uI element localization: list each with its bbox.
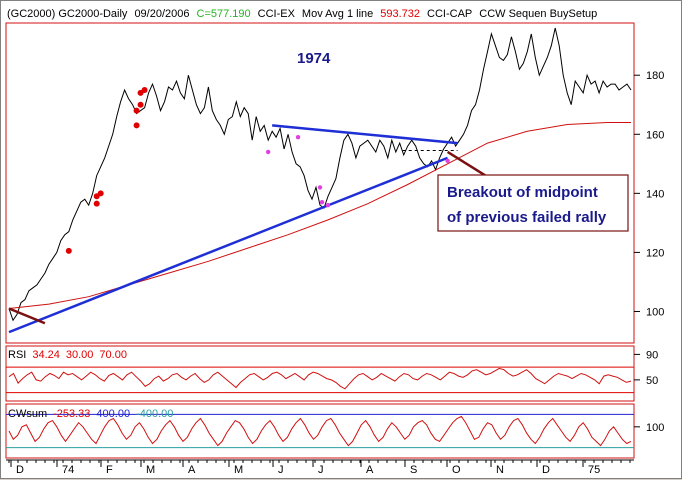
buy-setup-dot <box>97 190 104 197</box>
header-item: C=577.190 <box>197 8 251 20</box>
panel-readout: -253.33 <box>53 408 90 420</box>
buy-setup-dot <box>133 122 140 129</box>
panel-readout: 70.00 <box>99 349 127 361</box>
cwsum-label: CWsum -253.33 400.00 -400.00 <box>8 408 173 420</box>
header-item: CCI-CAP <box>427 8 472 20</box>
signal-dot <box>445 158 450 164</box>
x-tick-label: 75 <box>588 464 600 476</box>
price-y-axis: 100 120 140 160 180 <box>634 70 664 318</box>
signal-dot <box>317 185 323 190</box>
trendline <box>8 156 449 334</box>
indicator-line <box>8 415 632 447</box>
header-item: 09/20/2006 <box>134 8 189 20</box>
rsi-y-axis: 50 90 <box>634 349 658 387</box>
header-item: CCW Sequen BuySetup <box>479 8 597 20</box>
rsi-label: RSI 34.24 30.00 70.00 <box>8 349 127 361</box>
y-tick-label: 140 <box>646 188 664 200</box>
y-tick-label: 90 <box>646 349 658 361</box>
x-tick-label: O <box>452 464 461 476</box>
y-tick-label: 100 <box>646 422 664 434</box>
buy-setup-dot <box>65 247 72 254</box>
chart-title: 1974 <box>297 50 331 67</box>
cwsum-plot <box>6 413 634 449</box>
x-tick-label: D <box>16 464 24 476</box>
header-item: CCI-EX <box>258 8 296 20</box>
trendline <box>272 124 458 145</box>
header-item: (GC2000) GC2000-Daily <box>7 8 128 20</box>
x-tick-label: A <box>188 464 196 476</box>
panel-readout: 400.00 <box>96 408 130 420</box>
signal-dot <box>325 202 331 208</box>
rsi-plot <box>6 366 634 394</box>
y-tick-label: 180 <box>646 70 664 82</box>
price-plot <box>8 27 632 334</box>
y-tick-label: 50 <box>646 375 658 387</box>
x-tick-label: F <box>106 464 113 476</box>
x-tick-label: N <box>496 464 504 476</box>
price-line <box>8 27 632 322</box>
buy-setup-dot <box>137 101 144 108</box>
x-tick-label: 74 <box>62 464 74 476</box>
x-tick-label: D <box>542 464 550 476</box>
indicator-line <box>8 367 632 390</box>
y-tick-label: 160 <box>646 129 664 141</box>
x-tick-label: J <box>278 464 284 476</box>
annotation-line-1: Breakout of midpoint <box>447 184 598 201</box>
header-item: 593.732 <box>380 8 420 20</box>
buy-setup-dot <box>133 107 140 114</box>
header-item: Mov Avg 1 line <box>302 8 373 20</box>
x-tick-label: J <box>318 464 324 476</box>
signal-dot <box>265 149 271 155</box>
buy-setup-dot <box>141 86 148 93</box>
date-axis: D 74 F M A M J J A S O N D 75 <box>6 459 634 476</box>
signal-dot <box>295 135 301 140</box>
panel-title: RSI <box>8 349 26 361</box>
header-bar: (GC2000) GC2000-Daily 09/20/2006 C=577.190… <box>7 8 597 20</box>
annotation-box <box>437 174 629 232</box>
trendline <box>446 150 487 177</box>
annotation-line-2: of previous failed rally <box>447 209 607 226</box>
y-tick-label: 100 <box>646 306 664 318</box>
x-tick-label: A <box>366 464 374 476</box>
panel-readout: -400.00 <box>136 408 173 420</box>
y-tick-label: 120 <box>646 247 664 259</box>
x-tick-label: S <box>410 464 417 476</box>
panel-readout: 34.24 <box>32 349 60 361</box>
panel-title: CWsum <box>8 408 47 420</box>
panel-readout: 30.00 <box>66 349 94 361</box>
x-tick-label: M <box>146 464 155 476</box>
trendline <box>8 307 46 325</box>
rsi-panel-frame <box>5 345 635 402</box>
buy-setup-dot <box>93 200 100 207</box>
cwsum-y-axis: 100 <box>634 422 664 434</box>
x-tick-label: M <box>234 464 243 476</box>
signal-dot <box>319 199 325 205</box>
